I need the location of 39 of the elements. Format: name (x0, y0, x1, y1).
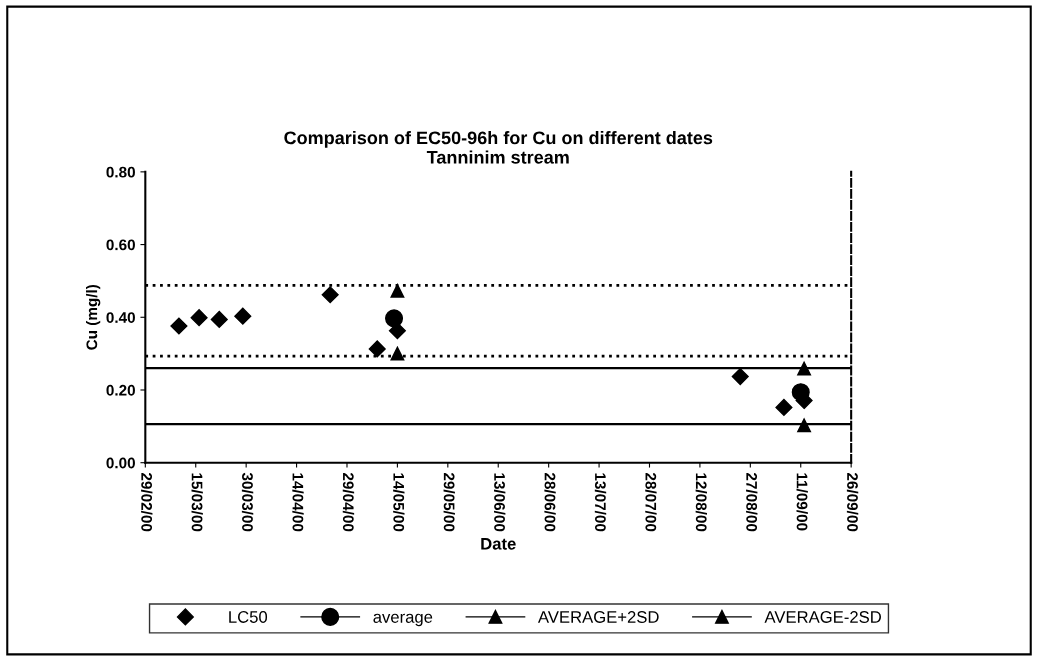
x-tick-label: 13/07/00 (594, 473, 607, 532)
x-tick-label: 29/02/00 (141, 472, 153, 532)
x-tick-label: 12/08/00 (695, 473, 708, 532)
y-tick-label: 0.60 (106, 239, 135, 251)
point (170, 317, 188, 335)
point (791, 383, 810, 402)
x-tick-label: 14/05/00 (393, 473, 405, 532)
point (775, 398, 793, 416)
point (190, 309, 208, 327)
x-tick-label: 14/04/00 (292, 473, 304, 532)
point (234, 307, 252, 325)
x-tick-label: 13/06/00 (493, 473, 506, 532)
point (210, 310, 228, 329)
point (390, 346, 405, 361)
x-tick-label: 29/04/00 (342, 472, 355, 532)
y-axis-title: Cu (mg/l) (86, 284, 101, 350)
x-tick-label: 15/03/00 (191, 473, 203, 532)
x-tick-label: 27/08/00 (746, 472, 758, 532)
x-tick-label: 28/07/00 (645, 472, 657, 532)
x-axis-title: Date (481, 538, 516, 550)
y-tick-label: 0.20 (106, 384, 135, 396)
chart-title: Comparison of EC50-96h for Cu on different dates Tanninim stream (284, 130, 713, 164)
point (731, 367, 749, 386)
legend-label: LC50 (229, 611, 268, 623)
y-tick-label: 0.40 (106, 312, 135, 323)
x-tick-label: 26/09/00 (846, 472, 859, 532)
y-tick-label: 0.80 (106, 166, 135, 178)
point (368, 340, 386, 358)
x-tick-label: 11/09/00 (796, 473, 808, 531)
point (390, 283, 405, 298)
point (321, 286, 339, 304)
legend-label: AVERAGE-2SD (764, 611, 881, 623)
legend-label: average (373, 613, 433, 627)
point (385, 309, 404, 328)
legend-label: AVERAGE+2SD (537, 611, 659, 623)
x-tick-label: 28/06/00 (544, 472, 556, 532)
y-tick-label: 0.00 (106, 457, 135, 469)
x-tick-label: 29/05/00 (443, 472, 455, 532)
x-tick-label: 30/03/00 (241, 472, 254, 532)
